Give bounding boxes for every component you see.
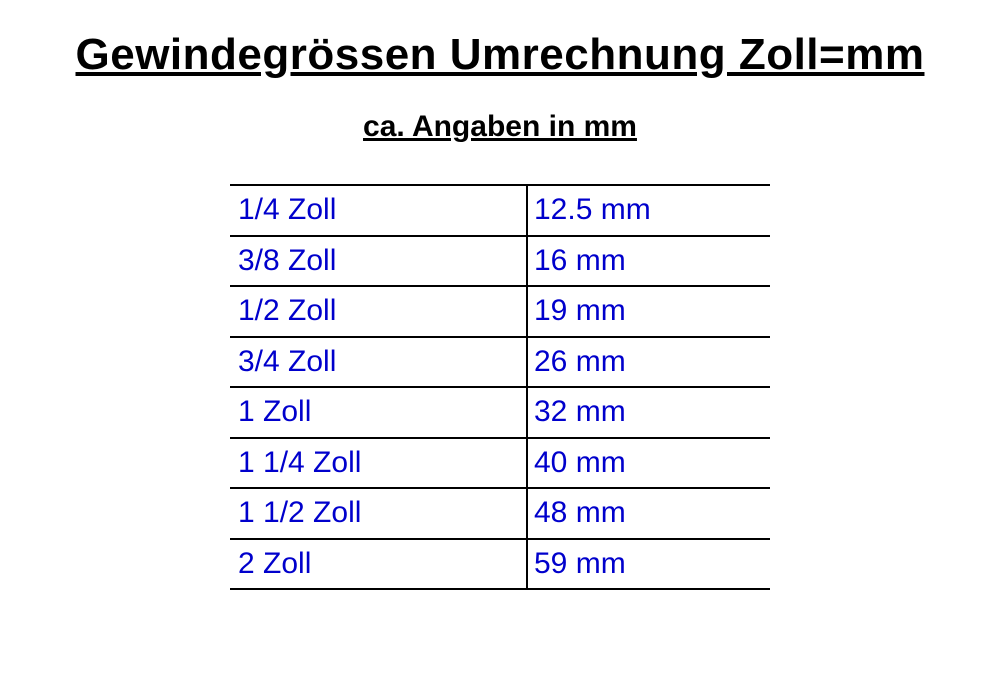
table-row: 3/4 Zoll 26 mm xyxy=(230,337,770,388)
cell-mm: 48 mm xyxy=(527,488,770,539)
table-row: 2 Zoll 59 mm xyxy=(230,539,770,590)
cell-zoll: 1/4 Zoll xyxy=(230,185,527,236)
cell-mm: 16 mm xyxy=(527,236,770,287)
table-row: 3/8 Zoll 16 mm xyxy=(230,236,770,287)
cell-mm: 40 mm xyxy=(527,438,770,489)
cell-mm: 26 mm xyxy=(527,337,770,388)
table-wrapper: 1/4 Zoll 12.5 mm 3/8 Zoll 16 mm 1/2 Zoll… xyxy=(0,184,1000,590)
cell-mm: 19 mm xyxy=(527,286,770,337)
cell-mm: 59 mm xyxy=(527,539,770,590)
conversion-table: 1/4 Zoll 12.5 mm 3/8 Zoll 16 mm 1/2 Zoll… xyxy=(230,184,770,590)
cell-zoll: 3/8 Zoll xyxy=(230,236,527,287)
cell-zoll: 3/4 Zoll xyxy=(230,337,527,388)
cell-zoll: 1 1/2 Zoll xyxy=(230,488,527,539)
table-row: 1/2 Zoll 19 mm xyxy=(230,286,770,337)
cell-zoll: 1 1/4 Zoll xyxy=(230,438,527,489)
conversion-table-body: 1/4 Zoll 12.5 mm 3/8 Zoll 16 mm 1/2 Zoll… xyxy=(230,185,770,589)
table-row: 1/4 Zoll 12.5 mm xyxy=(230,185,770,236)
cell-zoll: 2 Zoll xyxy=(230,539,527,590)
cell-zoll: 1 Zoll xyxy=(230,387,527,438)
cell-zoll: 1/2 Zoll xyxy=(230,286,527,337)
page: Gewindegrössen Umrechnung Zoll=mm ca. An… xyxy=(0,0,1000,700)
page-subtitle: ca. Angaben in mm xyxy=(0,110,1000,144)
cell-mm: 32 mm xyxy=(527,387,770,438)
table-row: 1 Zoll 32 mm xyxy=(230,387,770,438)
cell-mm: 12.5 mm xyxy=(527,185,770,236)
table-row: 1 1/4 Zoll 40 mm xyxy=(230,438,770,489)
table-row: 1 1/2 Zoll 48 mm xyxy=(230,488,770,539)
page-title: Gewindegrössen Umrechnung Zoll=mm xyxy=(0,30,1000,80)
